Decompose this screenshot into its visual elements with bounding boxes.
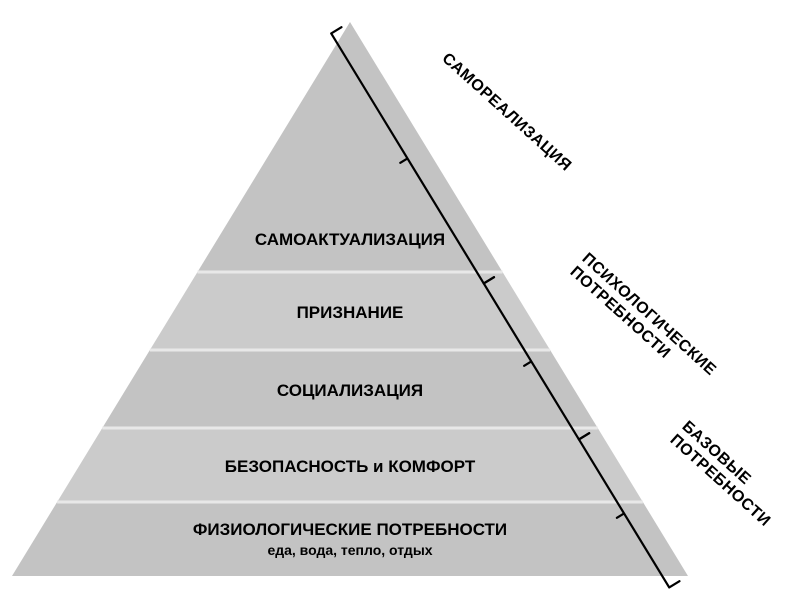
pyramid-diagram: САМОАКТУАЛИЗАЦИЯПРИЗНАНИЕСОЦИАЛИЗАЦИЯБЕЗ…	[0, 0, 800, 596]
tier-physiological	[12, 502, 688, 576]
pyramid-svg	[0, 0, 800, 596]
tier-social	[102, 350, 597, 428]
tier-safety	[57, 428, 643, 502]
tier-esteem	[150, 272, 550, 350]
